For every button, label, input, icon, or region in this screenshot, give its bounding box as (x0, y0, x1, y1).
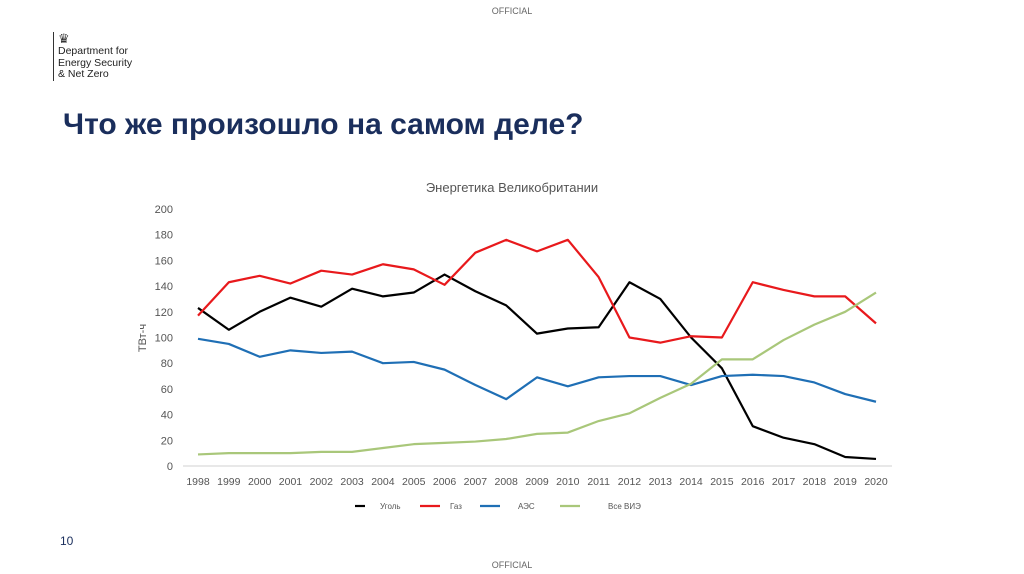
classification-footer: OFFICIAL (491, 560, 533, 570)
series-line (197, 337, 877, 403)
y-tick-label: 120 (155, 307, 173, 319)
logo-line-2: Energy Security (58, 56, 133, 69)
legend-label: Уголь (380, 502, 401, 511)
y-axis-label: ТВт-ч (137, 324, 149, 352)
legend-label: Все ВИЭ (608, 502, 641, 511)
page-title: Что же произошло на самом деле? (63, 108, 584, 141)
y-tick-label: 0 (167, 461, 173, 473)
y-tick-label: 180 (155, 230, 173, 242)
x-tick-label: 2016 (741, 476, 765, 488)
x-tick-label: 2008 (495, 476, 519, 488)
x-tick-label: 2020 (864, 476, 888, 488)
x-tick-label: 1999 (217, 476, 241, 488)
x-tick-label: 2019 (834, 476, 858, 488)
x-tick-label: 2017 (772, 476, 796, 488)
x-tick-label: 2004 (371, 476, 395, 488)
chart-title: Энергетика Великобритании (426, 180, 598, 195)
x-tick-label: 2009 (525, 476, 549, 488)
y-tick-label: 60 (161, 384, 173, 396)
logo-line-3: & Net Zero (58, 68, 109, 80)
series-line (197, 273, 877, 461)
y-tick-label: 100 (155, 333, 173, 345)
y-tick-label: 40 (161, 410, 173, 422)
x-tick-label: 2014 (679, 476, 703, 488)
x-tick-label: 2005 (402, 476, 426, 488)
x-tick-label: 2010 (556, 476, 580, 488)
y-tick-label: 80 (161, 358, 173, 370)
logo-line-1: Department for (58, 45, 129, 57)
x-tick-label: 2006 (433, 476, 457, 488)
x-tick-label: 2007 (464, 476, 488, 488)
department-logo: ♛ Department for Energy Security & Net Z… (53, 32, 132, 81)
x-tick-label: 2012 (618, 476, 642, 488)
x-tick-label: 1998 (186, 476, 210, 488)
x-tick-label: 2011 (587, 476, 610, 488)
classification-header: OFFICIAL (491, 6, 533, 16)
x-tick-label: 2002 (310, 476, 334, 488)
legend-label: АЭС (518, 502, 535, 511)
y-tick-label: 140 (155, 281, 173, 293)
series-line (197, 238, 877, 344)
y-tick-label: 160 (155, 255, 173, 267)
page-number: 10 (60, 534, 74, 548)
y-tick-label: 200 (155, 204, 173, 216)
x-tick-label: 2001 (279, 476, 303, 488)
x-tick-label: 2018 (803, 476, 827, 488)
legend-label: Газ (450, 502, 462, 511)
y-tick-label: 20 (161, 435, 173, 447)
x-tick-label: 2003 (340, 476, 364, 488)
series-line (197, 291, 877, 456)
x-tick-label: 2000 (248, 476, 272, 488)
x-tick-label: 2015 (710, 476, 734, 488)
royal-crest-icon: ♛ (58, 31, 70, 46)
x-tick-label: 2013 (649, 476, 673, 488)
